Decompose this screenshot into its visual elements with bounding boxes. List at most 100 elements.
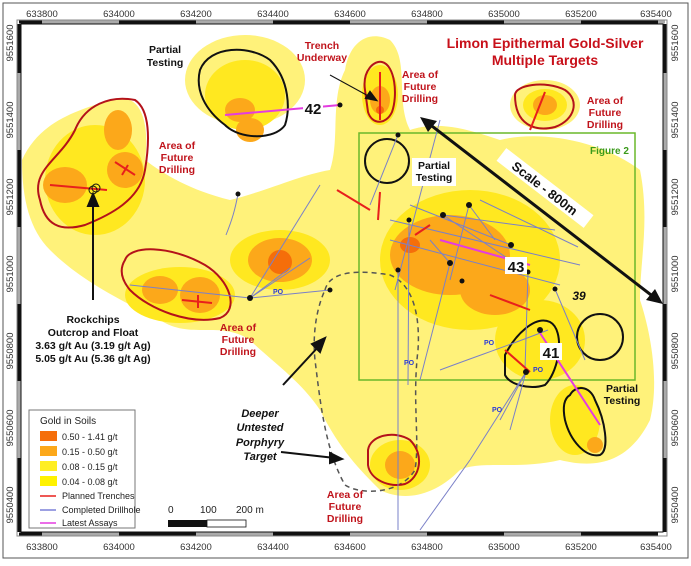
- svg-text:9550600: 9550600: [5, 410, 16, 447]
- legend-item-planned-trenches: Planned Trenches: [40, 491, 135, 501]
- svg-text:Area of: Area of: [402, 69, 439, 81]
- hole-41-label: 41: [543, 345, 560, 362]
- svg-text:PO: PO: [533, 367, 544, 374]
- svg-text:Drilling: Drilling: [587, 119, 623, 131]
- svg-text:635000: 635000: [488, 9, 520, 20]
- svg-text:Area of: Area of: [159, 140, 196, 152]
- svg-text:9551000: 9551000: [670, 256, 681, 293]
- svg-text:9550400: 9550400: [670, 487, 681, 524]
- svg-text:Rockchips: Rockchips: [66, 314, 119, 326]
- svg-text:Testing: Testing: [416, 172, 453, 184]
- svg-text:635000: 635000: [488, 542, 520, 553]
- svg-text:Future: Future: [589, 107, 622, 119]
- svg-text:Deeper: Deeper: [241, 408, 279, 420]
- svg-text:Multiple Targets: Multiple Targets: [492, 52, 599, 68]
- svg-text:0.08 - 0.15 g/t: 0.08 - 0.15 g/t: [62, 462, 118, 472]
- svg-text:Target: Target: [243, 451, 278, 463]
- svg-text:100: 100: [200, 505, 217, 516]
- trench-underway-label: Trench Underway: [297, 40, 347, 64]
- partial-testing-label-se: Partial Testing: [604, 383, 641, 407]
- svg-text:Partial: Partial: [606, 383, 638, 395]
- svg-text:Drilling: Drilling: [402, 93, 438, 105]
- svg-text:634800: 634800: [411, 542, 443, 553]
- y-axis-left-labels: 9551600 9551400 9551200 9551000 9550800 …: [5, 25, 16, 524]
- svg-text:634000: 634000: [103, 9, 135, 20]
- svg-text:Area of: Area of: [587, 95, 624, 107]
- svg-text:9550600: 9550600: [670, 410, 681, 447]
- x-axis-top-labels: 633800 634000 634200 634400 634600 63480…: [26, 9, 672, 20]
- svg-text:Testing: Testing: [147, 57, 184, 69]
- svg-text:0.15 - 0.50 g/t: 0.15 - 0.50 g/t: [62, 447, 118, 457]
- area-future-drilling-label-central: Area of Future Drilling: [220, 322, 257, 358]
- map-area: Figure 2: [21, 24, 663, 532]
- svg-text:634000: 634000: [103, 542, 135, 553]
- map-neatline: [16, 19, 668, 537]
- svg-text:Future: Future: [161, 152, 194, 164]
- svg-text:635400: 635400: [640, 9, 672, 20]
- svg-text:Future: Future: [404, 81, 437, 93]
- porphyry-target-outline: [313, 271, 420, 492]
- po-labels: PO PO PO PO PO: [273, 289, 544, 414]
- svg-text:634600: 634600: [334, 542, 366, 553]
- annotation-arrows: [86, 74, 379, 465]
- svg-text:633800: 633800: [26, 542, 58, 553]
- scale-bar: 0 100 200 m: [168, 505, 264, 528]
- svg-text:PO: PO: [404, 360, 415, 367]
- svg-text:Outcrop and Float: Outcrop and Float: [48, 327, 139, 339]
- drill-collars: [235, 102, 558, 375]
- svg-text:634400: 634400: [257, 9, 289, 20]
- svg-text:5.05 g/t Au (5.36 g/t Ag): 5.05 g/t Au (5.36 g/t Ag): [35, 353, 150, 365]
- svg-text:635400: 635400: [640, 542, 672, 553]
- svg-text:0.04 - 0.08 g/t: 0.04 - 0.08 g/t: [62, 477, 118, 487]
- svg-text:Partial: Partial: [418, 160, 450, 172]
- legend-title: Gold in Soils: [40, 416, 96, 427]
- svg-text:634800: 634800: [411, 9, 443, 20]
- rockchips-label: Rockchips Outcrop and Float 3.63 g/t Au …: [35, 314, 150, 365]
- legend-item-completed-drillhole: Completed Drillhole: [40, 505, 141, 515]
- figure-2-box: [358, 132, 636, 381]
- svg-text:Limon Epithermal Gold-Silver: Limon Epithermal Gold-Silver: [447, 35, 644, 51]
- svg-text:Area of: Area of: [327, 489, 364, 501]
- svg-text:9551600: 9551600: [5, 25, 16, 62]
- svg-text:Drilling: Drilling: [159, 164, 195, 176]
- svg-text:Drilling: Drilling: [220, 346, 256, 358]
- svg-text:9551000: 9551000: [5, 256, 16, 293]
- legend-item-latest-assays: Latest Assays: [40, 518, 118, 528]
- y-axis-right-labels: 9551600 9551400 9551200 9551000 9550800 …: [670, 25, 681, 524]
- svg-text:Porphyry: Porphyry: [236, 437, 285, 449]
- hole-labels: 42 43 41 39: [303, 100, 586, 362]
- svg-text:Latest Assays: Latest Assays: [62, 518, 118, 528]
- svg-text:633800: 633800: [26, 9, 58, 20]
- legend-item-au-med: 0.15 - 0.50 g/t: [40, 446, 118, 457]
- svg-text:634200: 634200: [180, 9, 212, 20]
- svg-text:9550800: 9550800: [670, 333, 681, 370]
- svg-text:634400: 634400: [257, 542, 289, 553]
- svg-text:9551600: 9551600: [670, 25, 681, 62]
- x-axis-bottom-labels: 633800 634000 634200 634400 634600 63480…: [26, 542, 672, 553]
- hole-39-label: 39: [572, 289, 586, 303]
- svg-text:Underway: Underway: [297, 52, 347, 64]
- svg-text:3.63 g/t Au (3.19 g/t Ag): 3.63 g/t Au (3.19 g/t Ag): [35, 340, 150, 352]
- svg-text:Area of: Area of: [220, 322, 257, 334]
- legend-item-au-low: 0.08 - 0.15 g/t: [40, 461, 118, 472]
- planned-trenches: [49, 72, 546, 373]
- area-future-drilling-label-ne: Area of Future Drilling: [587, 95, 624, 131]
- svg-text:0: 0: [168, 505, 174, 516]
- legend: Gold in Soils 0.50 - 1.41 g/t 0.15 - 0.5…: [28, 409, 141, 529]
- svg-text:PO: PO: [492, 407, 503, 414]
- svg-text:9550800: 9550800: [5, 333, 16, 370]
- svg-text:635200: 635200: [565, 9, 597, 20]
- svg-text:Completed Drillhole: Completed Drillhole: [62, 505, 141, 515]
- hole-42-label: 42: [305, 101, 322, 118]
- svg-text:Drilling: Drilling: [327, 513, 363, 525]
- svg-text:PO: PO: [273, 289, 284, 296]
- svg-text:9550400: 9550400: [5, 487, 16, 524]
- svg-text:9551400: 9551400: [5, 102, 16, 139]
- area-future-drilling-label-west: Area of Future Drilling: [159, 140, 196, 176]
- svg-text:634200: 634200: [180, 542, 212, 553]
- svg-text:Trench: Trench: [305, 40, 339, 52]
- svg-text:9551200: 9551200: [5, 179, 16, 216]
- map-title: Limon Epithermal Gold-Silver Multiple Ta…: [447, 35, 644, 68]
- partial-testing-label-center: Partial Testing: [412, 158, 456, 186]
